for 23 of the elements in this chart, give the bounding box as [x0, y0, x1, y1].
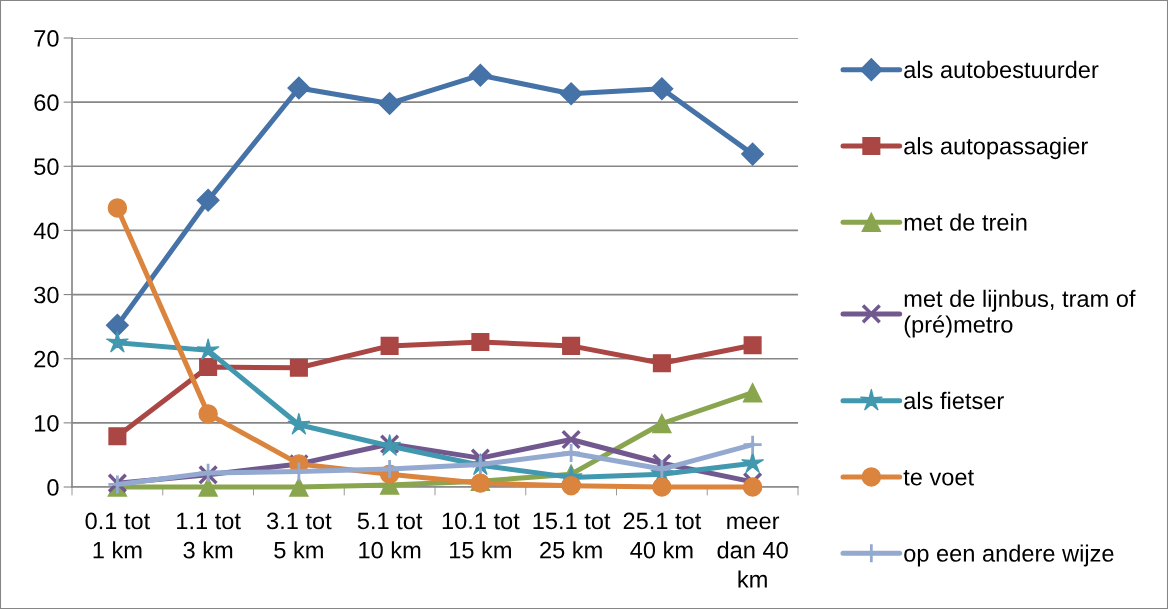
y-tick-label: 10 [35, 414, 59, 432]
x-tick-label: meer dan 40 km [717, 516, 788, 588]
x-tick-label: 0.1 tot 1 km [85, 512, 151, 559]
legend-label: met de trein [904, 213, 1027, 231]
x-tick-label: 1.1 tot 3 km [177, 512, 241, 559]
x-tick-label: 25.1 tot 40 km [623, 512, 702, 559]
y-tick-label: 30 [34, 286, 59, 304]
legend-label: als fietser [904, 391, 1004, 410]
x-tick-label: 3.1 tot 5 km [266, 512, 332, 559]
x-tick-label: 10.1 tot 15 km [442, 512, 520, 559]
legend-label: als autobestuurder [904, 60, 1099, 79]
legend-label: op een andere wijze [904, 544, 1114, 567]
y-tick-label: 70 [34, 30, 59, 47]
legend-label: te voet [903, 469, 974, 486]
y-tick-label: 40 [33, 222, 59, 240]
legend-label: als autopassagier [904, 137, 1088, 160]
y-tick-label: 60 [34, 94, 59, 111]
legend-label: met de lijnbus, tram of (pré)metro [904, 289, 1136, 338]
y-tick-label: 20 [34, 350, 59, 368]
x-tick-label: 5.1 tot 10 km [357, 512, 423, 559]
y-tick-label: 0 [47, 479, 59, 496]
x-tick-label: 15.1 tot 25 km [533, 512, 611, 559]
y-tick-label: 50 [34, 158, 59, 176]
